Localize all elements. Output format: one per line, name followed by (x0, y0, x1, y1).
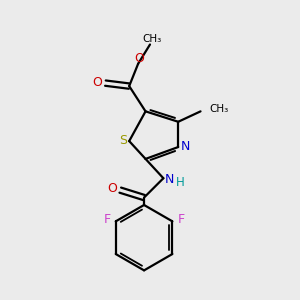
Text: N: N (181, 140, 190, 153)
Text: CH₃: CH₃ (209, 104, 229, 114)
Text: F: F (103, 213, 110, 226)
Text: O: O (107, 182, 117, 195)
Text: N: N (165, 173, 174, 186)
Text: F: F (178, 213, 185, 226)
Text: CH₃: CH₃ (142, 34, 162, 44)
Text: O: O (135, 52, 145, 65)
Text: H: H (176, 176, 185, 189)
Text: S: S (119, 134, 127, 147)
Text: O: O (92, 76, 102, 89)
